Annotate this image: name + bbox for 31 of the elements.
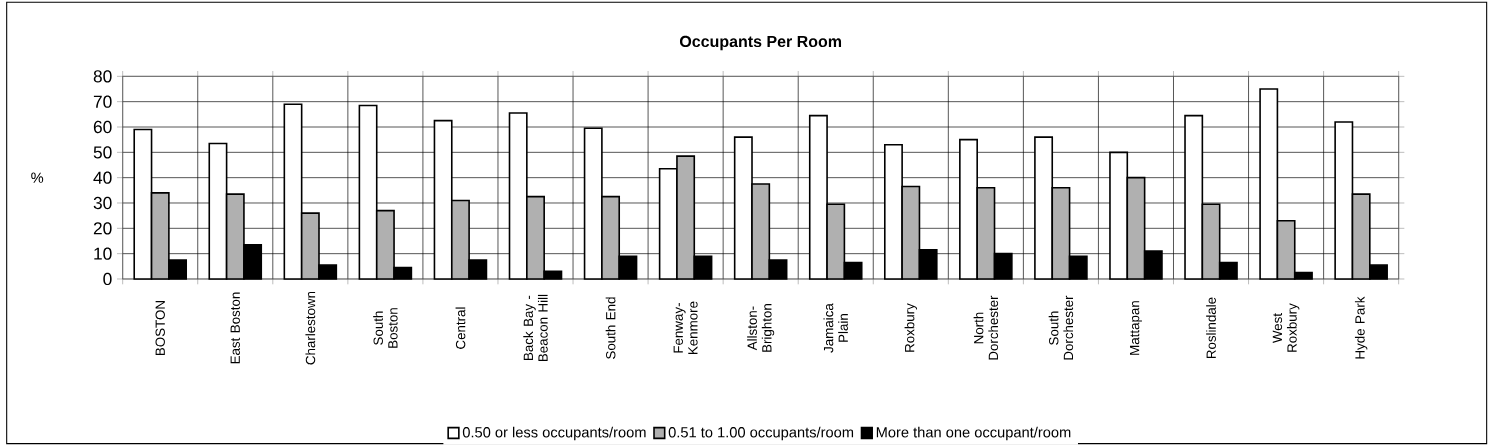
x-tick-label: Charlestown <box>305 291 316 365</box>
legend-label: More than one occupant/room <box>876 426 1071 441</box>
x-tick-label: Fenway-Kenmore <box>673 301 698 355</box>
x-tick-label: Roslindale <box>1206 297 1216 359</box>
y-tick-label: 50 <box>93 146 112 159</box>
y-tick-label: 80 <box>93 70 112 83</box>
x-tick-label: North Dorchester <box>973 295 999 360</box>
y-tick-label: 30 <box>93 196 112 210</box>
x-tick-label: Central <box>455 307 466 349</box>
x-tick-label: Roxbury <box>904 303 917 352</box>
x-tick-label: BOSTON <box>155 301 165 355</box>
x-tick-label: Mattapan <box>1129 301 1142 355</box>
y-tick-label: 10 <box>94 247 112 260</box>
x-tick-label: West Roxbury <box>1272 303 1300 352</box>
y-tick-label: 40 <box>93 171 112 184</box>
y-tick-label: 0 <box>103 272 112 286</box>
x-tick-label: Jamaica Plain <box>823 303 848 353</box>
x-tick-label: Hyde Park <box>1354 296 1368 359</box>
y-tick-label: 20 <box>93 222 112 235</box>
x-tick-label: South End <box>605 297 616 359</box>
y-tick-label: 70 <box>93 95 112 108</box>
chart-title: Occupants Per Room <box>679 35 842 51</box>
x-tick-label: South Dorchester <box>1048 295 1074 360</box>
legend-label: 0.50 or less occupants/room <box>462 426 646 441</box>
y-axis-title: % <box>31 172 44 183</box>
x-tick-label: Allston-Brighton <box>747 304 775 352</box>
x-tick-label: South Boston <box>373 308 398 348</box>
y-tick-label: 60 <box>93 120 112 134</box>
x-tick-label: East Boston <box>230 292 240 364</box>
legend-label: 0.51 to 1.00 occupants/room <box>668 426 854 441</box>
x-tick-label: Back Bay - Beacon Hill <box>523 294 548 362</box>
